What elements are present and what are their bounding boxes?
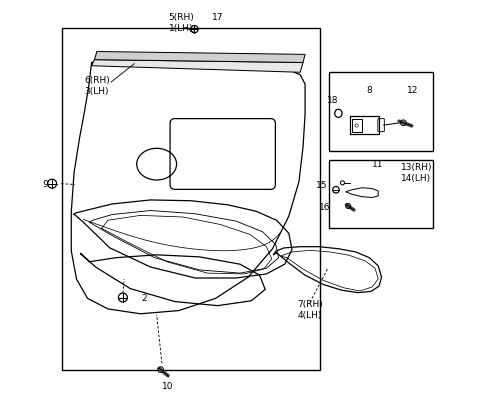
Polygon shape [95, 51, 305, 62]
Text: 18: 18 [327, 96, 338, 105]
Text: 5(RH)
1(LH): 5(RH) 1(LH) [168, 13, 194, 33]
Text: 12: 12 [407, 86, 419, 95]
Text: 7(RH)
4(LH): 7(RH) 4(LH) [297, 299, 323, 320]
Text: 8: 8 [366, 86, 372, 95]
Polygon shape [92, 60, 303, 72]
Text: 11: 11 [372, 160, 383, 169]
Text: 10: 10 [162, 382, 173, 391]
Text: 13(RH)
14(LH): 13(RH) 14(LH) [401, 163, 433, 183]
Text: 15: 15 [316, 181, 327, 190]
Text: 9: 9 [43, 180, 48, 189]
Text: 6(RH)
3(LH): 6(RH) 3(LH) [84, 76, 110, 96]
Text: 17: 17 [212, 13, 223, 22]
Text: 16: 16 [319, 203, 331, 212]
Text: 2: 2 [141, 294, 147, 303]
